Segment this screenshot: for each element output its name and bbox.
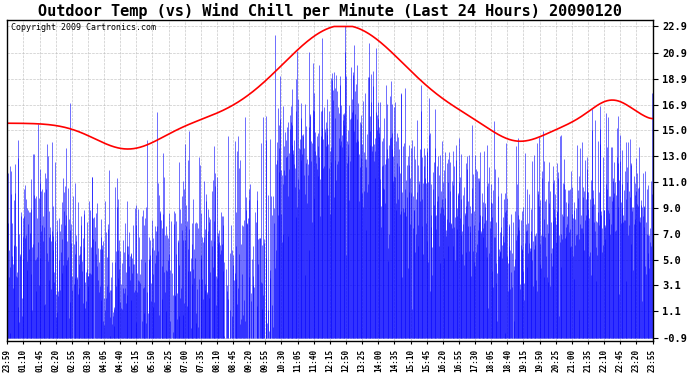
Text: Copyright 2009 Cartronics.com: Copyright 2009 Cartronics.com (10, 23, 155, 32)
Title: Outdoor Temp (vs) Wind Chill per Minute (Last 24 Hours) 20090120: Outdoor Temp (vs) Wind Chill per Minute … (38, 3, 622, 19)
